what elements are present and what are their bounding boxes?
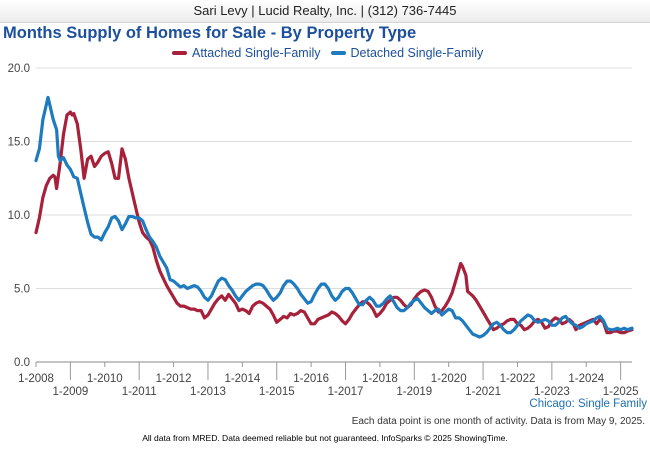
- x-tick-label: 1-2023: [534, 386, 570, 398]
- x-tick-label: 1-2018: [362, 373, 398, 385]
- legend-label-attached: Attached Single-Family: [192, 46, 321, 60]
- x-tick-label: 1-2019: [396, 386, 432, 398]
- series-line-detached[interactable]: [34, 95, 634, 339]
- x-tick-label: 1-2013: [190, 386, 226, 398]
- x-tick-label: 1-2016: [293, 373, 329, 385]
- x-tick-label: 1-2025: [603, 386, 639, 398]
- x-tick-label: 1-2017: [328, 386, 364, 398]
- y-tick-label: 15.0: [8, 137, 30, 149]
- y-tick-label: 20.0: [8, 63, 30, 75]
- header-bar: Sari Levy | Lucid Realty, Inc. | (312) 7…: [0, 0, 650, 23]
- x-tick-label: 1-2010: [87, 373, 123, 385]
- x-tick-label: 1-2008: [18, 373, 54, 385]
- region-label: Chicago: Single Family: [529, 398, 647, 410]
- y-tick-label: 10.0: [8, 210, 30, 222]
- x-tick-label: 1-2021: [465, 386, 501, 398]
- x-tick-label: 1-2011: [122, 386, 157, 398]
- data-footnote: Each data point is one month of activity…: [351, 416, 645, 427]
- x-tick-label: 1-2012: [156, 373, 192, 385]
- x-tick-label: 1-2020: [431, 373, 467, 385]
- x-tick-label: 1-2024: [568, 373, 604, 385]
- x-tick-label: 1-2009: [52, 386, 88, 398]
- disclaimer: All data from MRED. Data deemed reliable…: [142, 433, 508, 443]
- y-tick-label: 5.0: [14, 284, 30, 296]
- y-tick-label: 0.0: [14, 357, 30, 369]
- legend-item-attached[interactable]: Attached Single-Family: [172, 46, 321, 60]
- x-tick-label: 1-2015: [259, 386, 295, 398]
- series-line-attached[interactable]: [34, 110, 634, 335]
- x-tick-label: 1-2014: [224, 373, 260, 385]
- legend-swatch-detached: [330, 51, 346, 55]
- header-contact-text: Sari Levy | Lucid Realty, Inc. | (312) 7…: [193, 3, 457, 18]
- chart-legend: Attached Single-Family Detached Single-F…: [172, 44, 493, 62]
- legend-label-detached: Detached Single-Family: [350, 46, 484, 60]
- chart-title: Months Supply of Homes for Sale - By Pro…: [3, 24, 417, 42]
- legend-swatch-attached: [172, 51, 187, 55]
- x-tick-label: 1-2022: [500, 373, 536, 385]
- legend-item-detached[interactable]: Detached Single-Family: [330, 46, 484, 60]
